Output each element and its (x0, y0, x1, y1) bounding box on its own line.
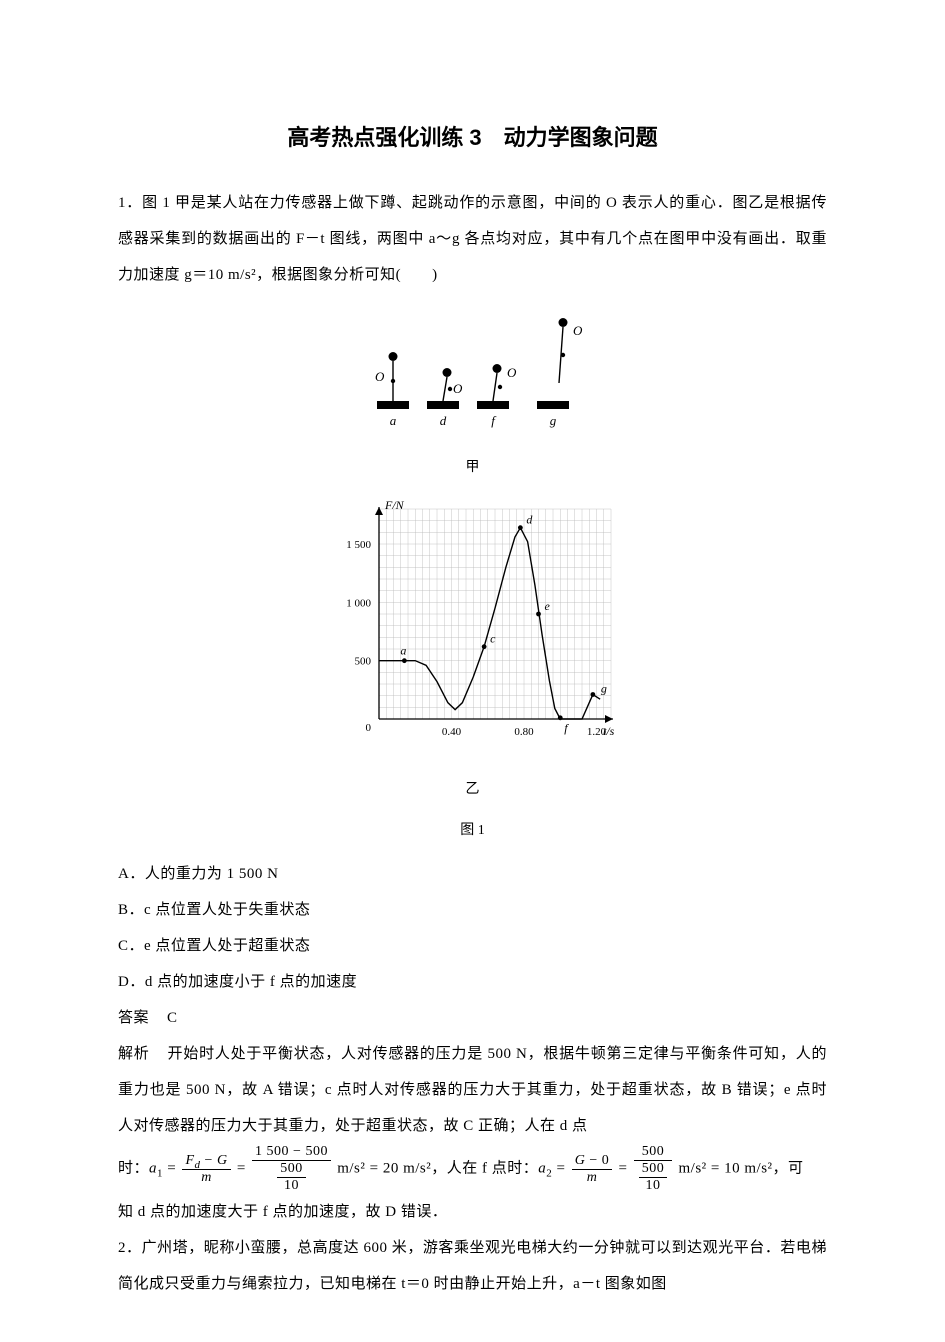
svg-text:a: a (389, 413, 396, 428)
svg-text:1.20: 1.20 (586, 726, 606, 738)
svg-text:O: O (573, 323, 583, 338)
svg-text:0.80: 0.80 (514, 726, 534, 738)
eq-frac4: 500 500 10 (634, 1144, 673, 1194)
svg-text:O: O (453, 381, 463, 396)
svg-text:g: g (549, 413, 556, 428)
svg-text:500: 500 (354, 655, 371, 667)
figure-1-label: 图 1 (118, 814, 827, 848)
q1-text: 图 1 甲是某人站在力传感器上做下蹲、起跳动作的示意图，中间的 O 表示人的重心… (118, 195, 827, 283)
eq-a2-result: m/s² = 10 m/s² (678, 1161, 772, 1177)
q2-text: 广州塔，昵称小蛮腰，总高度达 600 米，游客乘坐观光电梯大约一分钟就可以到达观… (118, 1240, 827, 1292)
q2-number: 2． (118, 1240, 142, 1256)
svg-text:0: 0 (365, 722, 371, 734)
option-c: C．e 点位置人处于超重状态 (118, 928, 827, 964)
svg-text:0.40: 0.40 (441, 726, 461, 738)
page-title: 高考热点强化训练 3 动力学图象问题 (118, 120, 827, 155)
explanation-p1: 解析开始时人处于平衡状态，人对传感器的压力是 500 N，根据牛顿第三定律与平衡… (118, 1036, 827, 1144)
svg-text:a: a (400, 643, 406, 657)
figure-jia-caption: 甲 (118, 451, 827, 485)
explanation-text1: 开始时人处于平衡状态，人对传感器的压力是 500 N，根据牛顿第三定律与平衡条件… (118, 1046, 827, 1134)
svg-text:1 000: 1 000 (346, 597, 371, 609)
eq-frac3: G − 0 m (572, 1153, 613, 1186)
svg-text:e: e (544, 599, 550, 613)
eq-mid: ，人在 f 点时： (431, 1161, 538, 1177)
eq-a1-result: m/s² = 20 m/s² (337, 1161, 431, 1177)
svg-text:f: f (564, 721, 569, 735)
explanation-p2: 知 d 点的加速度大于 f 点的加速度，故 D 错误． (118, 1194, 827, 1230)
svg-text:O: O (375, 369, 385, 384)
figure-yi: F/Nt/s5001 0001 50000.400.801.20acdefg (118, 495, 827, 769)
q1-number: 1． (118, 195, 142, 211)
equation-line: 时：a1 = Fd − G m = 1 500 − 500 500 10 m/s… (118, 1144, 827, 1194)
q2-stem: 2．广州塔，昵称小蛮腰，总高度达 600 米，游客乘坐观光电梯大约一分钟就可以到… (118, 1230, 827, 1302)
eq-pre: 时： (118, 1161, 149, 1177)
svg-text:1 500: 1 500 (346, 539, 371, 551)
svg-text:g: g (600, 681, 606, 695)
svg-text:d: d (526, 512, 533, 526)
explanation-label: 解析 (118, 1046, 150, 1062)
option-d: D．d 点的加速度小于 f 点的加速度 (118, 964, 827, 1000)
eq-tail: ，可 (773, 1161, 804, 1177)
eq-a2-sub: 2 (546, 1168, 552, 1180)
svg-text:f: f (491, 413, 497, 428)
svg-text:O: O (507, 365, 517, 380)
svg-text:c: c (490, 631, 496, 645)
answer-label: 答案 (118, 1010, 149, 1026)
option-a: A．人的重力为 1 500 N (118, 856, 827, 892)
answer-value: C (167, 1010, 178, 1026)
option-b: B．c 点位置人处于失重状态 (118, 892, 827, 928)
figure-jia: a d f g O O O O (118, 303, 827, 447)
eq-frac2: 1 500 − 500 500 10 (252, 1144, 331, 1194)
q1-stem: 1．图 1 甲是某人站在力传感器上做下蹲、起跳动作的示意图，中间的 O 表示人的… (118, 185, 827, 293)
svg-text:F/N: F/N (384, 498, 405, 512)
eq-frac1: Fd − G m (182, 1153, 230, 1186)
eq-a1-sub: 1 (157, 1168, 163, 1180)
svg-text:d: d (439, 413, 446, 428)
eq-a1-label: a (149, 1161, 157, 1177)
figure-yi-caption: 乙 (118, 773, 827, 807)
answer-row: 答案 C (118, 1000, 827, 1036)
